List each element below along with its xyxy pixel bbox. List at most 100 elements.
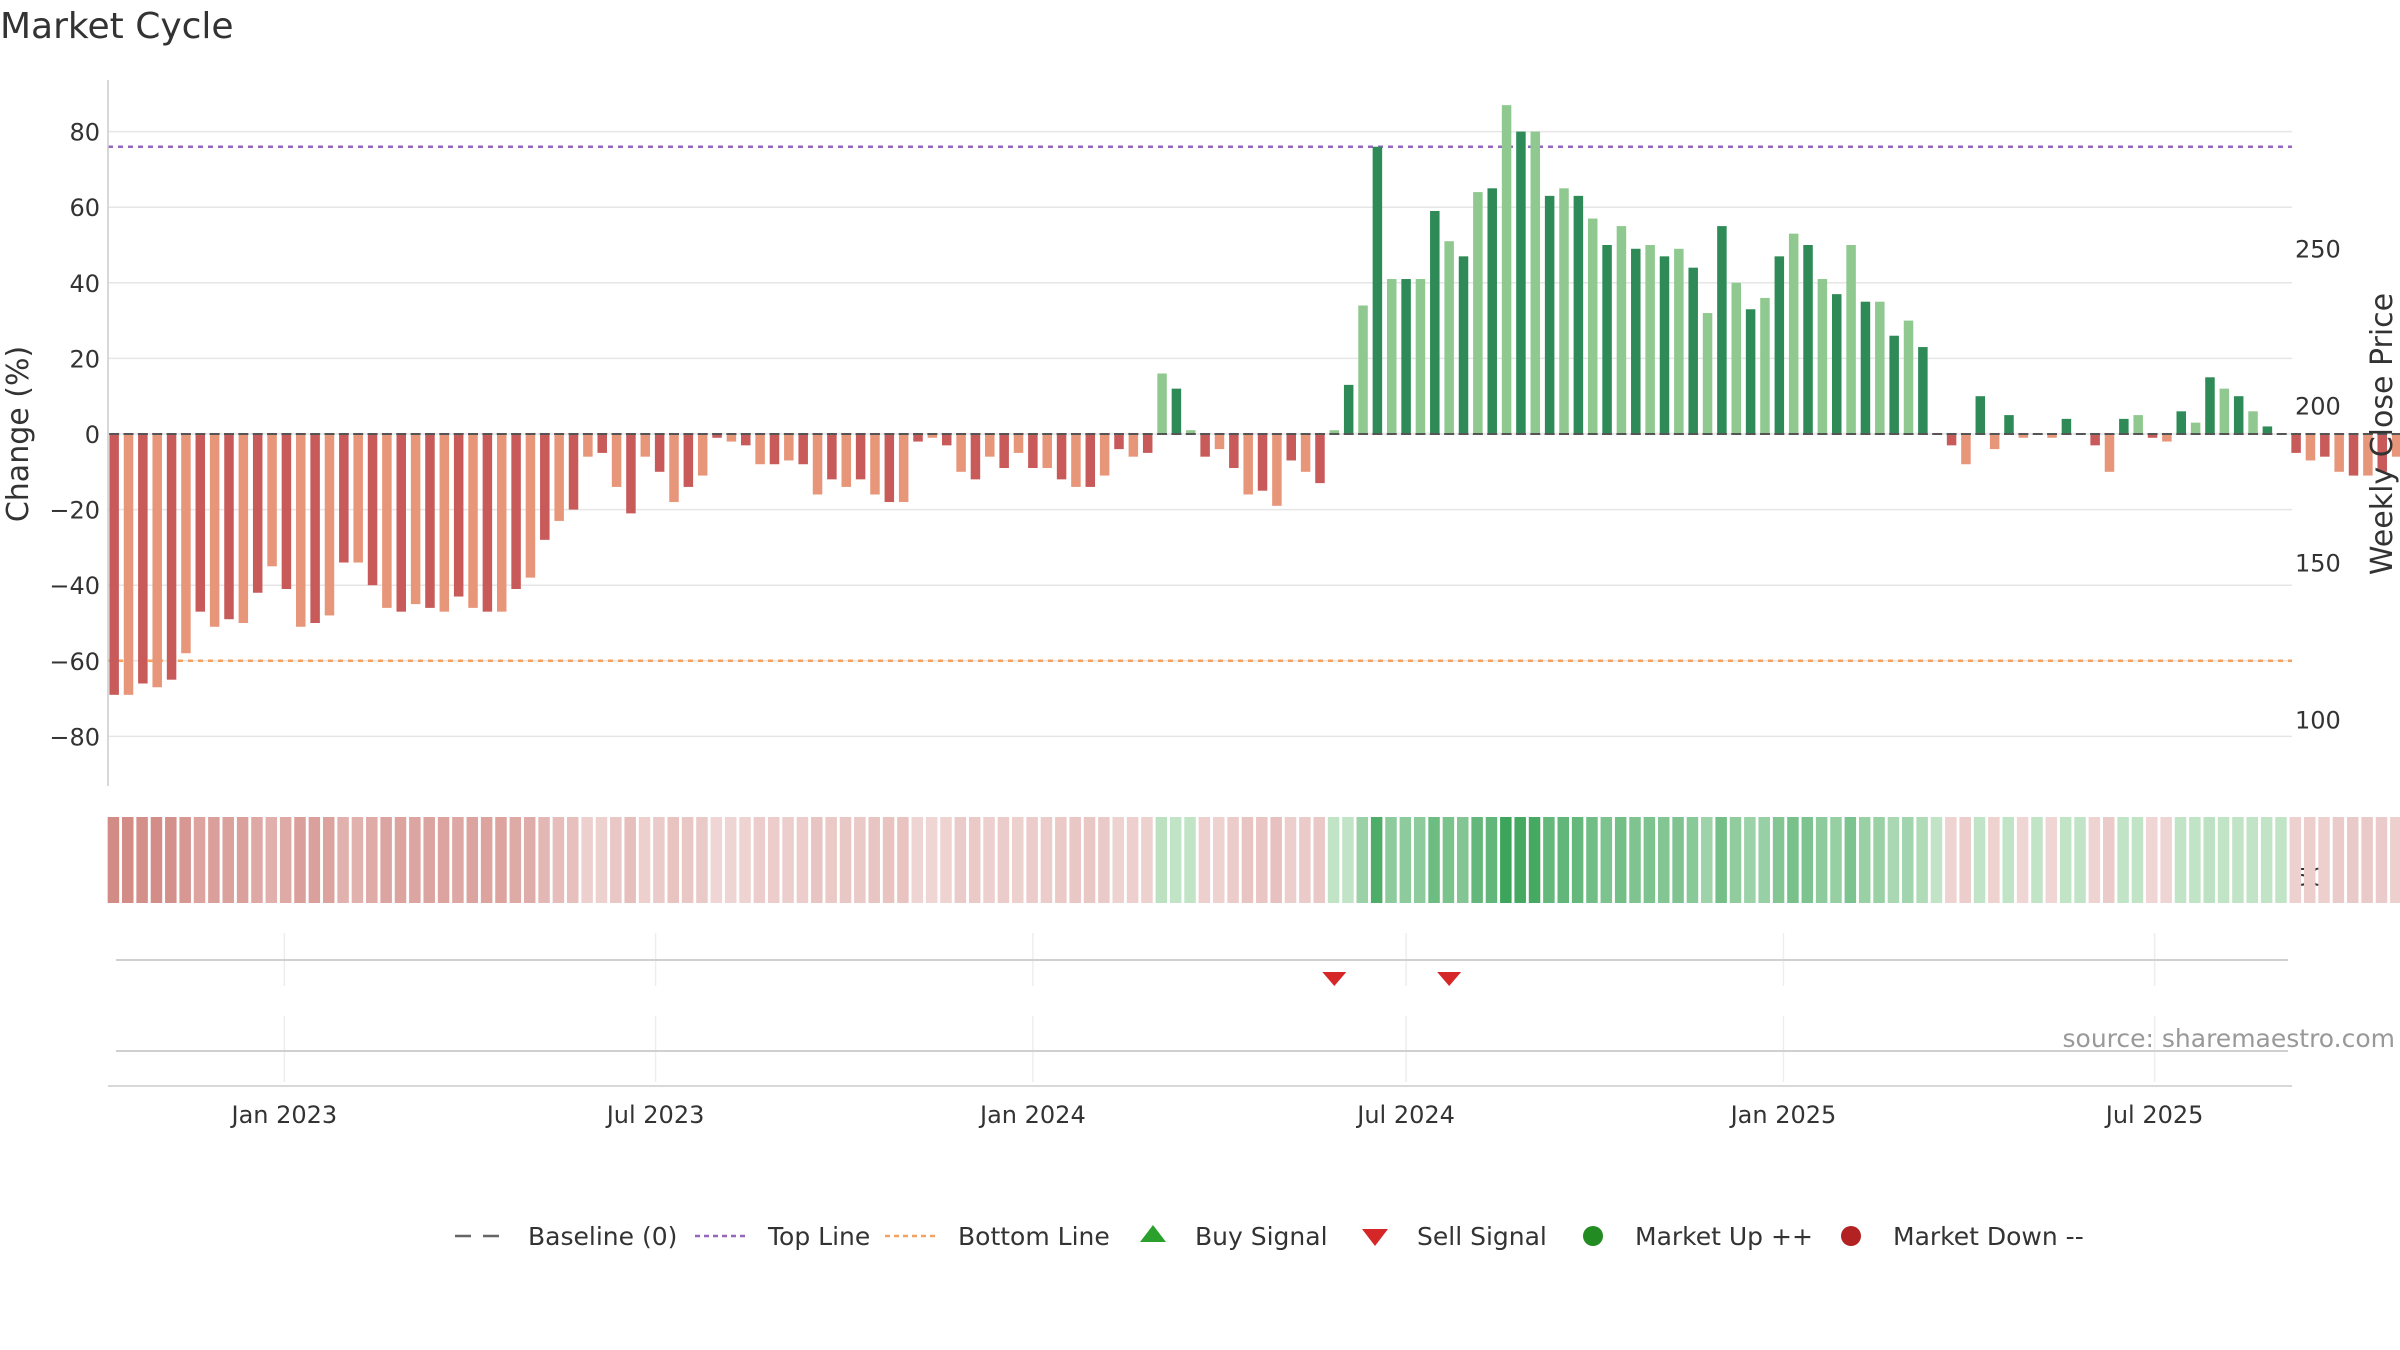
heat-cell: [2160, 817, 2172, 903]
heat-cell: [868, 817, 880, 903]
legend-sell-icon: [1362, 1229, 1388, 1246]
bar: [511, 434, 521, 589]
heat-cell: [480, 817, 493, 903]
bar: [1401, 279, 1411, 434]
bar: [697, 434, 708, 476]
heat-cell: [739, 817, 751, 903]
bar: [109, 434, 119, 695]
bar: [755, 434, 765, 465]
bar: [496, 434, 507, 612]
heat-cell: [337, 817, 349, 903]
heat-cell: [2260, 817, 2273, 903]
heat-cell: [2189, 817, 2201, 903]
heat-cell: [1327, 817, 1340, 903]
heat-cell: [825, 817, 837, 903]
bar: [123, 434, 134, 695]
bar: [1272, 434, 1282, 506]
bar: [138, 434, 148, 684]
heat-cell: [1457, 817, 1469, 903]
heat-cell: [1543, 817, 1555, 903]
bar: [970, 434, 981, 480]
heat-cell: [1600, 817, 1613, 903]
heat-cell: [1787, 817, 1799, 903]
y-axis-label: Change (%): [1, 346, 36, 522]
bar: [1099, 434, 1110, 476]
bar: [2147, 434, 2158, 438]
heat-cell: [2174, 817, 2187, 903]
bar: [353, 434, 363, 563]
heat-cell: [1500, 817, 1512, 903]
heat-cell: [1973, 817, 1986, 903]
y2-tick-label: 150: [2295, 550, 2341, 578]
bar: [2047, 434, 2057, 438]
bar: [784, 434, 794, 461]
bar: [1157, 373, 1167, 434]
heat-cell: [2203, 817, 2215, 903]
heat-cell: [136, 817, 148, 903]
y-tick-label: −60: [49, 648, 100, 676]
x-tick-label: Jul 2023: [605, 1101, 705, 1129]
bar: [1473, 192, 1483, 434]
bar: [611, 434, 622, 487]
heat-cell: [2059, 817, 2072, 903]
bar: [898, 434, 909, 503]
legend-label: Sell Signal: [1417, 1222, 1547, 1251]
heat-cell: [509, 817, 522, 903]
heat-cell: [1083, 817, 1096, 903]
legend-label: Top Line: [767, 1222, 870, 1251]
bar: [941, 434, 952, 446]
bar: [2090, 434, 2100, 446]
heat-cell: [2232, 817, 2244, 903]
x-tick-label: Jul 2024: [1355, 1101, 1455, 1129]
heat-cell: [667, 817, 679, 903]
heat-cell: [1155, 817, 1168, 903]
bar: [1372, 146, 1383, 434]
heat-cell: [1858, 817, 1871, 903]
legend-label: Bottom Line: [958, 1222, 1110, 1251]
heat-cell: [1169, 817, 1182, 903]
heat-cell: [208, 817, 220, 903]
bar: [1386, 279, 1397, 434]
bar: [654, 434, 665, 472]
heat-cell: [911, 817, 924, 903]
heat-cell: [1356, 817, 1369, 903]
heat-cell: [1844, 817, 1857, 903]
bar: [2334, 434, 2344, 472]
heat-cell: [767, 817, 780, 903]
heat-cell: [1945, 817, 1957, 903]
bar: [267, 434, 277, 567]
bar: [2291, 434, 2301, 453]
bar: [252, 434, 263, 593]
bar: [1989, 434, 2000, 450]
heat-cell: [567, 817, 579, 903]
legend-label: Buy Signal: [1195, 1222, 1328, 1251]
heat-cell: [394, 817, 407, 903]
heat-cell: [322, 817, 335, 903]
bar: [985, 434, 995, 457]
heat-cell: [1744, 817, 1756, 903]
bar: [2190, 422, 2201, 434]
heat-cell: [1141, 817, 1153, 903]
bar: [597, 434, 607, 453]
y2-axis-label: Weekly Close Price: [2365, 293, 2400, 575]
heat-cell: [107, 817, 120, 903]
heat-cell: [1385, 817, 1397, 903]
bar: [1071, 434, 1081, 487]
y-tick-label: −80: [49, 723, 100, 751]
bar: [812, 434, 823, 495]
bar: [1587, 218, 1598, 434]
bar: [224, 434, 234, 620]
heat-cell: [925, 817, 938, 903]
legend-label: Market Down --: [1893, 1222, 2084, 1251]
heat-cell: [279, 817, 292, 903]
heat-cell: [1198, 817, 1211, 903]
bar: [1114, 434, 1124, 450]
heat-cell: [1112, 817, 1124, 903]
chart-title: Market Cycle: [0, 6, 234, 47]
bar: [741, 434, 751, 446]
bar: [468, 434, 478, 608]
bar: [1142, 434, 1153, 453]
bar: [640, 434, 651, 457]
bar: [1846, 245, 1856, 434]
heat-cell: [2146, 817, 2158, 903]
